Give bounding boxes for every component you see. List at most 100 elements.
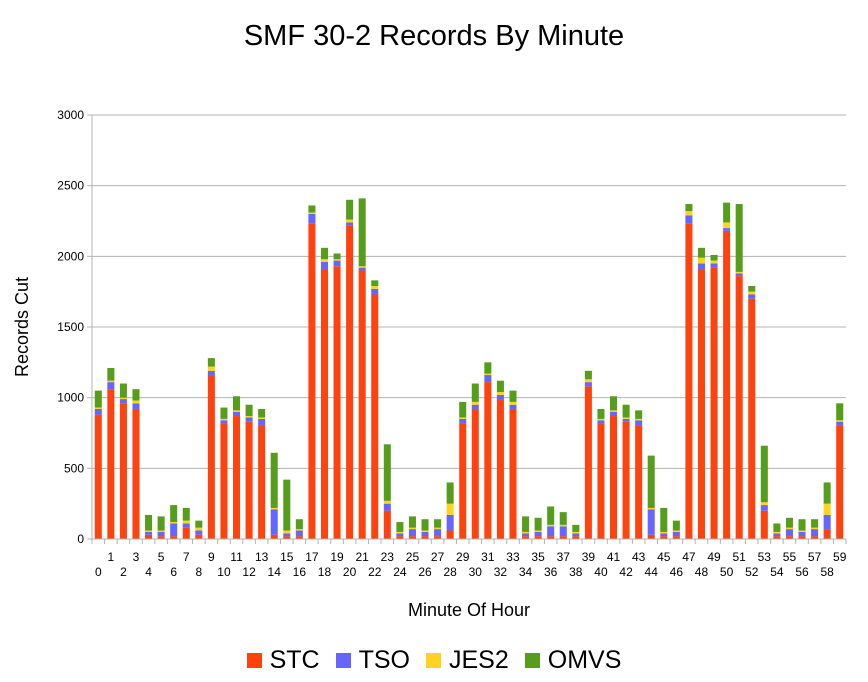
x-tick-label: 39 xyxy=(582,550,596,564)
bar-segment-omvs xyxy=(547,506,555,525)
x-tick-label: 37 xyxy=(557,550,571,564)
bar-segment-jes2 xyxy=(459,417,467,419)
bar-segment-tso xyxy=(785,529,793,537)
bar-segment-tso xyxy=(496,394,504,400)
bar-segment-tso xyxy=(484,375,492,383)
bar-segment-stc xyxy=(408,536,416,539)
x-tick-label: 59 xyxy=(833,550,847,564)
bar-segment-tso xyxy=(170,523,178,537)
bar-segment-stc xyxy=(622,421,630,539)
bar-segment-jes2 xyxy=(735,271,743,274)
bar-segment-omvs xyxy=(660,507,668,532)
x-tick-label: 18 xyxy=(318,565,332,579)
bar-segment-stc xyxy=(471,408,479,539)
bar-segment-jes2 xyxy=(258,417,266,419)
bar-segment-omvs xyxy=(119,383,127,398)
bar-segment-tso xyxy=(748,294,756,299)
bar-segment-omvs xyxy=(697,247,706,258)
legend-label: STC xyxy=(269,646,320,674)
bar-segment-tso xyxy=(609,411,618,417)
bar-segment-jes2 xyxy=(723,222,731,229)
bar-segment-jes2 xyxy=(685,211,693,216)
bar-segment-jes2 xyxy=(434,527,442,530)
bar-segment-stc xyxy=(559,536,567,539)
y-tick-label: 1500 xyxy=(57,320,84,334)
bar-segment-tso xyxy=(157,531,165,537)
bar-segment-jes2 xyxy=(283,530,291,534)
bar-segment-stc xyxy=(232,416,241,539)
bar-segment-omvs xyxy=(383,444,391,501)
bar-segment-tso xyxy=(697,263,706,270)
bar-segment-omvs xyxy=(748,286,756,292)
bar-segment-stc xyxy=(258,425,266,539)
bar-segment-omvs xyxy=(408,516,416,528)
legend-swatch xyxy=(426,653,441,668)
bar-segment-stc xyxy=(522,536,530,539)
bar-segment-tso xyxy=(547,526,555,537)
bar-segment-stc xyxy=(710,267,718,539)
bar-segment-tso xyxy=(182,523,190,528)
x-tick-label: 43 xyxy=(632,550,646,564)
x-tick-label: 32 xyxy=(494,565,508,579)
bar-segment-omvs xyxy=(572,524,580,532)
bar-segment-stc xyxy=(836,425,844,539)
bar-segment-omvs xyxy=(735,204,743,272)
bar-segment-stc xyxy=(434,536,442,539)
bar-segment-jes2 xyxy=(773,531,781,534)
x-tick-label: 0 xyxy=(95,565,102,579)
bar-segment-tso xyxy=(408,529,416,537)
bar-segment-omvs xyxy=(232,396,241,411)
bar-segment-omvs xyxy=(559,512,567,525)
x-tick-label: 46 xyxy=(670,565,684,579)
legend-label: OMVS xyxy=(547,646,622,674)
bar-segment-tso xyxy=(522,533,530,537)
x-tick-label: 33 xyxy=(506,550,520,564)
bar-segment-tso xyxy=(320,261,329,270)
legend-swatch xyxy=(335,653,351,668)
bar-segment-jes2 xyxy=(170,522,178,524)
bar-segment-stc xyxy=(773,536,781,539)
bar-segment-tso xyxy=(421,531,429,537)
bar-segment-jes2 xyxy=(811,527,819,530)
bar-segment-jes2 xyxy=(635,418,643,421)
bar-segment-tso xyxy=(245,417,253,422)
legend: STC TSO JES2 OMVS xyxy=(0,646,868,675)
bar-segment-jes2 xyxy=(245,416,253,418)
bar-segment-omvs xyxy=(584,370,592,380)
bar-segment-jes2 xyxy=(207,366,215,371)
bar-segment-jes2 xyxy=(572,531,580,534)
bar-segment-jes2 xyxy=(94,407,102,409)
bar-segment-tso xyxy=(685,215,693,224)
bar-segment-omvs xyxy=(220,407,228,419)
x-tick-label: 19 xyxy=(330,550,344,564)
bar-segment-stc xyxy=(446,530,454,539)
x-tick-label: 58 xyxy=(820,565,834,579)
x-tick-label: 36 xyxy=(544,565,558,579)
bar-segment-omvs xyxy=(283,479,291,531)
bar-segment-omvs xyxy=(371,280,379,287)
bar-segment-stc xyxy=(119,403,127,539)
x-tick-label: 13 xyxy=(255,550,269,564)
bar-segment-omvs xyxy=(723,202,731,223)
bar-segment-tso xyxy=(459,418,467,424)
x-tick-label: 8 xyxy=(195,565,202,579)
bar-segment-jes2 xyxy=(157,530,165,532)
bar-segment-jes2 xyxy=(836,420,844,422)
stacked-bar-chart: 0500100015002000250030000123456789101112… xyxy=(12,108,847,620)
bar-segment-jes2 xyxy=(710,260,718,264)
x-tick-label: 29 xyxy=(456,550,470,564)
bar-segment-omvs xyxy=(245,404,253,417)
bar-segment-tso xyxy=(660,533,668,537)
bar-segment-omvs xyxy=(333,253,341,260)
bar-segment-stc xyxy=(283,536,291,539)
x-tick-label: 54 xyxy=(770,565,784,579)
x-tick-label: 1 xyxy=(108,550,115,564)
legend-item-omvs: OMVS xyxy=(524,646,622,675)
bar-segment-omvs xyxy=(358,198,366,267)
bar-segment-stc xyxy=(534,536,542,539)
bar-segment-stc xyxy=(170,536,178,539)
x-tick-label: 15 xyxy=(280,550,294,564)
bar-segment-omvs xyxy=(182,507,190,521)
bar-segment-jes2 xyxy=(798,530,806,532)
bar-segment-tso xyxy=(145,531,153,535)
